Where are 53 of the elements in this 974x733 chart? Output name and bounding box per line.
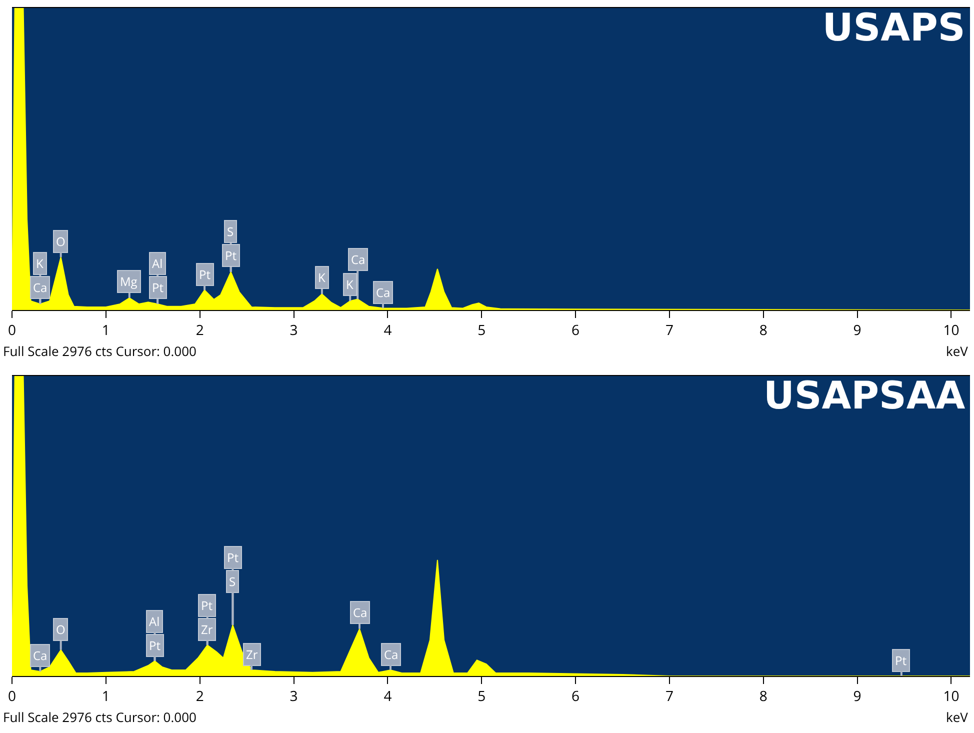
x-tick-label: 8: [759, 320, 768, 340]
x-tick-label: 0: [8, 320, 16, 340]
x-tick-label: 1: [102, 686, 110, 706]
x-tick-label: 10: [943, 320, 960, 340]
annotation: Pt: [201, 597, 212, 614]
x-axis-title: keV: [946, 342, 968, 360]
annotation: Pt: [152, 279, 164, 296]
annotation: Zr: [246, 646, 258, 663]
annotation: S: [227, 223, 234, 240]
x-tick-label: 8: [759, 686, 768, 706]
x-tick-label: 7: [665, 686, 674, 706]
x-tick-label: 5: [478, 686, 486, 706]
annotation: Ca: [376, 284, 390, 301]
annotation: Zr: [201, 621, 213, 638]
x-tick-label: 6: [572, 686, 580, 706]
x-axis-title: keV: [946, 708, 968, 726]
x-tick-label: 7: [665, 320, 674, 340]
annotation: Pt: [895, 652, 906, 669]
annotation: K: [318, 269, 326, 286]
annotation: Pt: [225, 247, 236, 264]
annotation: Pt: [149, 637, 160, 654]
x-tick-label: 2: [196, 686, 204, 706]
x-tick-label: 9: [853, 320, 862, 340]
x-tick-label: 1: [102, 320, 110, 340]
x-tick-label: 5: [478, 320, 486, 340]
annotation: Pt: [227, 549, 238, 566]
text: Full Scale 2976 cts Cursor: 0.000: [3, 708, 196, 726]
x-tick-label: 4: [384, 320, 392, 340]
chart-title: USAPSAA: [764, 374, 966, 418]
x-tick-label: 0: [8, 686, 16, 706]
annotation: Al: [152, 255, 163, 272]
x-tick-label: 3: [290, 320, 298, 340]
x-tick-label: 9: [853, 686, 862, 706]
annotation: Ca: [353, 604, 368, 621]
annotation: Ca: [351, 251, 366, 268]
annotation: Ca: [384, 646, 398, 663]
x-tick-label: 6: [572, 320, 580, 340]
annotation: O: [56, 621, 66, 638]
annotation: Pt: [199, 266, 210, 283]
x-tick-label: 10: [943, 686, 960, 706]
annotation: K: [36, 255, 44, 272]
x-tick-label: 2: [196, 320, 204, 340]
x-tick-label: 3: [290, 686, 298, 706]
annotation: K: [346, 276, 354, 293]
annotation: Mg: [120, 273, 138, 290]
annotation: Ca: [33, 647, 48, 664]
annotation: Ca: [33, 279, 48, 296]
annotation: S: [229, 573, 236, 590]
annotation: O: [56, 233, 66, 250]
text: Full Scale 2976 cts Cursor: 0.000: [3, 342, 196, 360]
x-tick-label: 4: [384, 686, 392, 706]
chart-title: USAPS: [822, 6, 966, 50]
annotation: Al: [149, 613, 160, 630]
